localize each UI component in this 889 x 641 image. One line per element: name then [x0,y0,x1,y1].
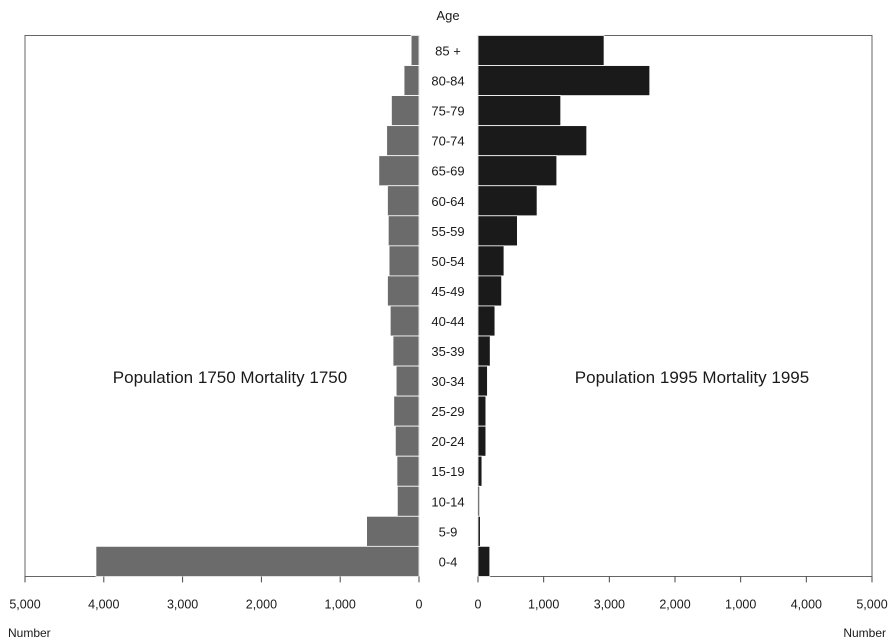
bar-1750 [366,515,420,547]
left-panel: Population 1750 Mortality 1750 5,000 4,00… [8,35,423,640]
right-series-label: Population 1995 Mortality 1995 [575,368,809,387]
bar-1995 [477,65,651,97]
left-tick-label: 0 [416,597,423,611]
bar-1995 [477,425,487,457]
age-group-label: 25-29 [431,404,464,419]
bar-1995 [477,275,503,307]
left-tick-label: 2,000 [246,597,277,611]
age-axis-title: Age [436,8,459,23]
bar-1750 [389,305,420,337]
right-axis-unit-label: Number [843,626,886,640]
age-group-label: 45-49 [431,284,464,299]
bar-1995 [477,125,588,157]
bar-1750 [396,455,420,487]
bar-1750 [403,65,420,97]
bar-1995 [477,395,487,427]
age-group-label: 20-24 [431,434,464,449]
age-group-labels: 85 + 80-84 75-79 70-74 65-69 60-64 55-59 50-54 4… [431,44,464,570]
age-group-label: 55-59 [431,224,464,239]
right-tick-label: 2,000 [659,597,690,611]
bar-1995 [477,95,562,127]
age-group-label: 70-74 [431,134,464,149]
left-series-label: Population 1750 Mortality 1750 [113,368,347,387]
bar-1750 [388,245,420,277]
age-group-label: 35-39 [431,344,464,359]
left-plot-frame [24,35,420,577]
bar-1750 [393,395,420,427]
age-group-label: 50-54 [431,254,464,269]
age-group-label: 30-34 [431,374,464,389]
age-group-label: 80-84 [431,74,464,89]
bar-1750 [394,425,420,457]
bar-1995 [477,515,481,547]
bar-1995 [477,365,488,397]
bar-1995 [477,305,496,337]
bar-1750 [395,365,420,397]
bar-1995 [477,245,505,277]
bar-1750 [387,185,420,217]
right-panel: Population 1995 Mortality 1995 0 1,000 3,0… [475,35,888,640]
bar-1750 [95,545,420,577]
left-axis-unit-label: Number [8,626,51,640]
bar-1750 [387,215,420,247]
bar-1750 [391,95,420,127]
age-group-label: 0-4 [439,554,458,569]
bar-1995 [477,215,518,247]
bar-1750 [386,125,420,157]
left-tick-label: 3,000 [167,597,198,611]
age-group-label: 10-14 [431,494,464,509]
bar-1750 [396,485,420,517]
age-group-label: 5-9 [439,524,458,539]
right-tick-label: 1,000 [725,597,756,611]
right-tick-label: 5,000 [856,597,887,611]
bar-1995 [477,35,605,66]
right-tick-label: 0 [475,597,482,611]
bar-1995 [477,185,538,217]
bar-1995 [477,485,480,517]
age-group-label: 85 + [435,44,461,59]
age-group-label: 65-69 [431,164,464,179]
right-tick-label: 4,000 [791,597,822,611]
bar-1995 [477,545,491,577]
bar-1995 [477,335,491,367]
bar-1995 [477,155,558,187]
right-tick-label: 1,000 [528,597,559,611]
bar-1750 [387,275,420,307]
age-group-label: 60-64 [431,194,464,209]
age-group-label: 40-44 [431,314,464,329]
age-group-label: 15-19 [431,464,464,479]
bar-1750 [392,335,420,367]
bar-1750 [410,35,420,66]
left-tick-label: 1,000 [325,597,356,611]
right-tick-label: 3,000 [594,597,625,611]
left-tick-label: 5,000 [9,597,40,611]
bar-1750 [378,155,420,187]
left-tick-label: 4,000 [88,597,119,611]
bar-1995 [477,455,483,487]
age-group-label: 75-79 [431,104,464,119]
